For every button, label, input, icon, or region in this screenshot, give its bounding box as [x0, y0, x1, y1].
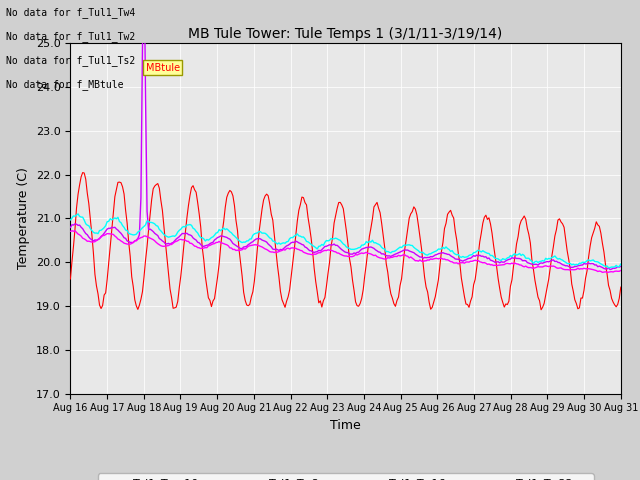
Legend: Tul1_Tw+10cm, Tul1_Ts-8cm, Tul1_Ts-16cm, Tul1_Ts-32cm: Tul1_Tw+10cm, Tul1_Ts-8cm, Tul1_Ts-16cm,…: [97, 473, 594, 480]
Y-axis label: Temperature (C): Temperature (C): [17, 168, 30, 269]
Text: MBtule: MBtule: [146, 63, 180, 73]
X-axis label: Time: Time: [330, 419, 361, 432]
Text: No data for f_Tul1_Tw2: No data for f_Tul1_Tw2: [6, 31, 136, 42]
Text: No data for f_Tul1_Tw4: No data for f_Tul1_Tw4: [6, 7, 136, 18]
Title: MB Tule Tower: Tule Temps 1 (3/1/11-3/19/14): MB Tule Tower: Tule Temps 1 (3/1/11-3/19…: [188, 27, 503, 41]
Text: No data for f_Tul1_Ts2: No data for f_Tul1_Ts2: [6, 55, 136, 66]
Text: No data for f_MBtule: No data for f_MBtule: [6, 79, 124, 90]
